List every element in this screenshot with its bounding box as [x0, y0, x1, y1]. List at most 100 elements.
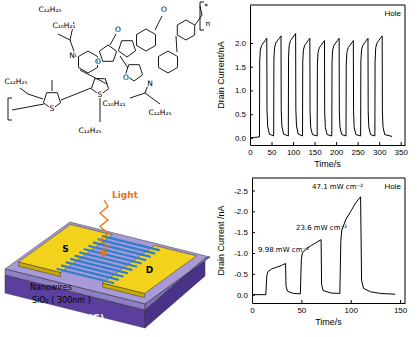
atom-label: C₁₂H₂₅ — [149, 108, 172, 117]
device-label: S — [62, 244, 68, 254]
device-label: SiO₂ ( 300nm ) — [32, 296, 91, 305]
x-axis-tick: 250 — [351, 142, 365, 157]
bond — [110, 34, 116, 45]
x-axis-tick: 50 — [268, 142, 277, 157]
x-axis-tick-mark — [272, 142, 273, 145]
bond — [120, 56, 128, 68]
y-axis-tick: -1.5 — [234, 228, 255, 237]
bond — [195, 15, 202, 25]
atom-label: O — [161, 5, 167, 14]
atom-label: N — [147, 79, 153, 88]
atom-label: C₁₀H₂₁ — [103, 99, 126, 108]
x-axis-tick-mark — [351, 300, 352, 303]
bond — [8, 120, 12, 121]
x-axis-tick-label: 0 — [250, 306, 255, 315]
y-axis-tick-label: -1.0 — [234, 249, 248, 258]
x-axis-tick-label: 250 — [351, 148, 365, 157]
x-axis-tick-mark — [358, 142, 359, 145]
y-axis-tick-label: -2.0 — [234, 207, 248, 216]
y-axis: 0.0 -0.5 -1.0 -1.5 -2.0 -2.5 — [234, 179, 255, 304]
y-axis-line — [252, 179, 253, 304]
annotation: 23.6 mW cm⁻² — [296, 224, 347, 232]
atom-label: n — [206, 19, 211, 28]
frame-top — [252, 178, 405, 179]
y-axis-line — [250, 6, 251, 146]
light-ray — [100, 200, 108, 253]
frame-right — [405, 5, 406, 145]
chemical-structure: C₁₂H₂₅C₁₀H₂₁NOOOONC₁₀H₂₁C₁₂H₂₅C₁₂H₂₅SSC₁… — [5, 2, 211, 135]
x-axis-tick: 150 — [394, 300, 408, 315]
x-axis-line — [251, 145, 406, 146]
x-axis-tick: 100 — [287, 142, 301, 157]
x-axis-tick-label: 150 — [394, 306, 408, 315]
atom-label: O — [115, 25, 121, 34]
device-label: D — [146, 265, 153, 275]
y-axis-tick-label: 1.5 — [235, 63, 247, 72]
atom-label: C₁₂H₂₅ — [5, 77, 28, 86]
x-axis-tick-mark — [379, 142, 380, 145]
ring — [137, 29, 156, 51]
bond — [8, 98, 9, 120]
y-axis-tick: -2.0 — [234, 207, 255, 216]
atom-label: S — [98, 90, 103, 99]
atom-label: O — [95, 57, 101, 66]
x-axis-tick-label: 100 — [345, 306, 359, 315]
bond — [100, 95, 101, 122]
device-label: Light — [112, 190, 139, 200]
device-label: Doped Si (G) — [40, 313, 104, 323]
data-line — [252, 197, 395, 295]
ring — [159, 51, 178, 73]
bond — [155, 16, 162, 30]
x-axis-title: Time/s — [315, 317, 342, 327]
legend-entry: Hole — [385, 9, 402, 18]
y-axis-tick: -1.0 — [234, 249, 255, 258]
x-axis-tick: 50 — [297, 300, 306, 315]
y-axis-tick: -0.5 — [234, 270, 255, 279]
bond — [130, 93, 145, 98]
y-axis-tick-label: -2.5 — [234, 187, 248, 196]
plot-area — [250, 33, 392, 137]
data-line — [250, 33, 392, 137]
y-axis-tick-label: -0.5 — [234, 270, 248, 279]
frame-right — [405, 178, 406, 303]
y-axis-tick-mark — [252, 191, 255, 192]
x-axis-tick-mark — [400, 300, 401, 303]
bond — [52, 80, 53, 91]
x-axis-tick-mark — [401, 142, 402, 145]
chart: 0501001502002503003500.00.51.01.52.0Time… — [216, 5, 408, 169]
x-axis-tick: 350 — [395, 142, 409, 157]
ring — [177, 20, 194, 40]
bond — [176, 36, 177, 52]
y-axis-tick-mark — [252, 274, 255, 275]
ring — [99, 45, 116, 61]
x-axis-tick-mark — [293, 142, 294, 145]
bond — [200, 30, 204, 31]
y-axis-title: Drain Current/nA — [216, 41, 226, 109]
atom-label: S — [50, 104, 55, 113]
atom-label: C₁₀H₂₁ — [53, 21, 76, 30]
figure: C₁₂H₂₅C₁₀H₂₁NOOOONC₁₀H₂₁C₁₂H₂₅C₁₂H₂₅SSC₁… — [0, 0, 419, 337]
x-axis: 0 50 100 150 — [250, 300, 408, 315]
x-axis-tick-mark — [301, 300, 302, 303]
y-axis-tick-label: 2.0 — [235, 39, 247, 48]
y-axis-tick: 0.0 — [237, 291, 255, 300]
y-axis-tick-mark — [250, 67, 253, 68]
x-axis-tick-mark — [315, 142, 316, 145]
x-axis-tick-label: 300 — [373, 148, 387, 157]
y-axis: 0.00.51.01.52.0 — [235, 6, 253, 146]
plot-area — [252, 197, 395, 295]
x-axis-tick-label: 50 — [297, 306, 306, 315]
bond — [28, 94, 43, 99]
annotation: 9.98 mW cm⁻² — [258, 246, 309, 254]
atom-label: N — [69, 51, 75, 60]
y-axis-tick-label: 1.0 — [235, 86, 247, 95]
x-axis: 050100150200250300350 — [248, 142, 408, 157]
frame-top — [250, 5, 405, 6]
drain-front — [103, 283, 145, 298]
y-axis-tick-label: 0.0 — [235, 134, 247, 143]
y-axis-tick-mark — [250, 114, 253, 115]
atom-label: * — [204, 2, 208, 11]
y-axis-tick-mark — [250, 43, 253, 44]
bond — [20, 88, 28, 94]
y-axis-tick: 1.0 — [235, 86, 253, 95]
